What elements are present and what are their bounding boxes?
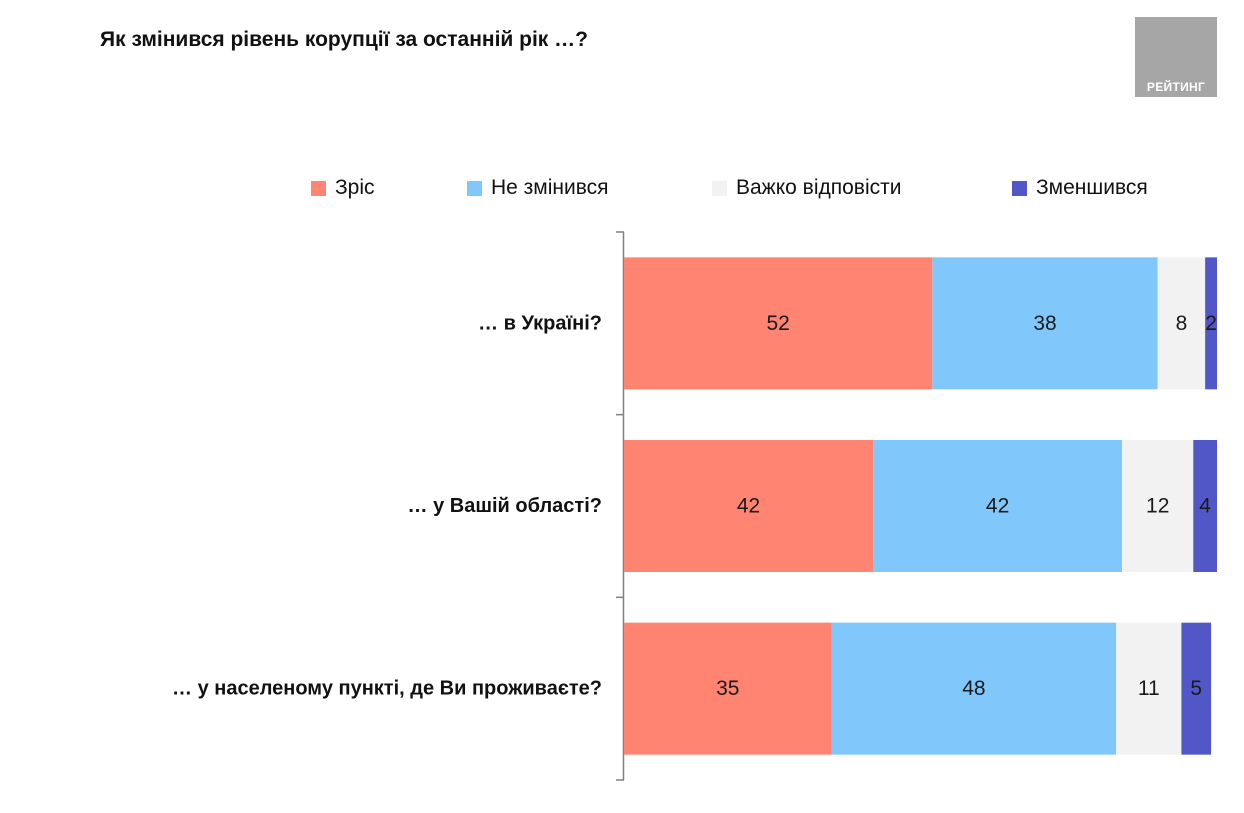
- value-label-0-3: 2: [1205, 312, 1217, 335]
- rating-logo: РЕЙТИНГ: [1135, 17, 1217, 97]
- bar-1-3: [1193, 440, 1217, 572]
- legend-swatch-2: [712, 180, 727, 196]
- bar-0-1: [932, 257, 1158, 390]
- legend-swatch-0: [311, 180, 326, 196]
- bar-1-1: [873, 440, 1123, 572]
- legend-item-2: Важко відповісти: [712, 176, 901, 200]
- category-label-0: … в Україні?: [478, 312, 602, 334]
- legend-item-0: Зріс: [311, 176, 375, 200]
- value-label-0-1: 38: [1033, 312, 1056, 335]
- chart-legend: Зріс Не змінився Важко відповісти Зменши…: [0, 176, 1244, 206]
- category-label-1: … у Вашій області?: [408, 495, 602, 517]
- logo-text: РЕЙТИНГ: [1146, 80, 1206, 94]
- value-label-2-3: 5: [1190, 677, 1202, 700]
- value-label-1-1: 42: [986, 495, 1009, 518]
- legend-label-3: Зменшився: [1036, 176, 1148, 199]
- legend-swatch-1: [467, 180, 482, 196]
- chart-title: Як змінився рівень корупції за останній …: [100, 28, 588, 51]
- bar-2-0: [624, 622, 832, 755]
- bar-1-2: [1122, 440, 1194, 572]
- value-label-2-0: 35: [716, 677, 739, 700]
- value-label-2-1: 48: [962, 677, 985, 700]
- legend-label-0: Зріс: [335, 176, 375, 199]
- legend-item-1: Не змінився: [467, 176, 609, 200]
- value-label-1-3: 4: [1199, 495, 1211, 518]
- bar-0-3: [1205, 257, 1217, 390]
- value-label-0-2: 8: [1176, 312, 1188, 335]
- bar-2-3: [1181, 622, 1212, 755]
- value-label-0-0: 52: [767, 312, 790, 335]
- value-label-1-2: 12: [1146, 495, 1169, 518]
- value-label-2-2: 11: [1138, 677, 1160, 700]
- category-label-2: … у населеному пункті, де Ви проживаєте?: [172, 678, 602, 700]
- bar-2-2: [1116, 622, 1182, 755]
- value-label-1-0: 42: [737, 495, 760, 518]
- bar-1-0: [624, 440, 874, 572]
- legend-label-1: Не змінився: [491, 176, 609, 199]
- legend-item-3: Зменшився: [1012, 176, 1148, 200]
- bar-2-1: [831, 622, 1117, 755]
- bar-0-2: [1157, 257, 1206, 390]
- bar-0-0: [624, 257, 933, 390]
- legend-label-2: Важко відповісти: [736, 176, 902, 199]
- legend-swatch-3: [1012, 180, 1027, 196]
